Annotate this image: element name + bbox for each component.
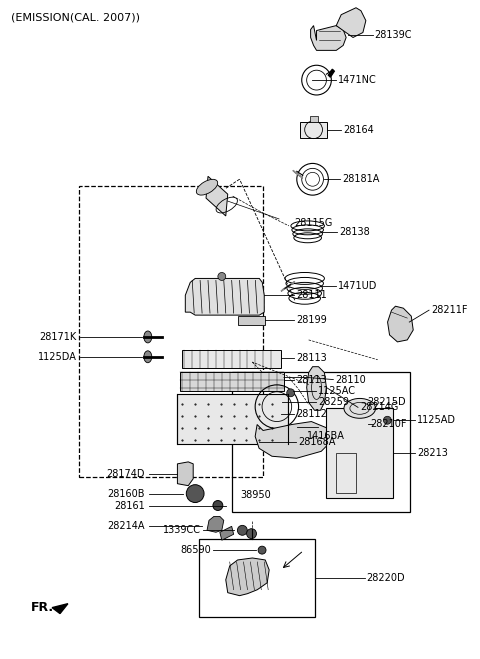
Bar: [180, 372, 284, 391]
Ellipse shape: [258, 546, 266, 554]
Polygon shape: [328, 69, 334, 77]
Bar: [199, 538, 315, 617]
Polygon shape: [341, 409, 375, 441]
Bar: [238, 316, 265, 325]
Bar: [326, 409, 393, 498]
Text: 28161: 28161: [114, 500, 145, 511]
Text: (EMISSION(CAL. 2007)): (EMISSION(CAL. 2007)): [11, 13, 140, 22]
Text: 28210F: 28210F: [370, 419, 406, 429]
Text: 28110: 28110: [336, 374, 366, 385]
Text: 1125AD: 1125AD: [417, 415, 456, 425]
Polygon shape: [387, 306, 413, 342]
Polygon shape: [220, 527, 234, 540]
Text: 1471NC: 1471NC: [338, 75, 377, 85]
Ellipse shape: [186, 484, 204, 503]
Ellipse shape: [196, 179, 218, 195]
Text: 28215D: 28215D: [368, 397, 406, 407]
Ellipse shape: [218, 272, 226, 281]
Polygon shape: [293, 171, 303, 179]
Ellipse shape: [287, 389, 295, 397]
Bar: [336, 453, 356, 493]
Text: FR.: FR.: [30, 601, 54, 614]
Bar: [79, 186, 263, 476]
Ellipse shape: [213, 501, 223, 511]
Text: 1416BA: 1416BA: [306, 432, 344, 442]
Text: 28199: 28199: [296, 315, 326, 325]
Text: 28214G: 28214G: [360, 403, 398, 413]
Polygon shape: [307, 366, 326, 411]
Polygon shape: [178, 462, 193, 486]
Text: 28213: 28213: [417, 448, 448, 458]
Polygon shape: [311, 26, 346, 50]
Text: 28168A: 28168A: [298, 437, 335, 447]
Text: 28181A: 28181A: [342, 174, 380, 185]
Text: 38950: 38950: [240, 490, 271, 500]
Polygon shape: [226, 558, 269, 596]
Text: 28171K: 28171K: [39, 332, 77, 342]
Text: 28111: 28111: [296, 291, 326, 301]
Bar: [178, 395, 288, 444]
Polygon shape: [207, 517, 224, 532]
Text: 1125DA: 1125DA: [38, 352, 77, 362]
Polygon shape: [281, 281, 295, 291]
Text: 1339CC: 1339CC: [163, 525, 201, 535]
Ellipse shape: [144, 331, 152, 343]
Text: 28211F: 28211F: [431, 305, 468, 315]
Polygon shape: [255, 422, 331, 458]
Text: 1125AC: 1125AC: [318, 386, 356, 396]
Text: 1471UD: 1471UD: [338, 281, 378, 291]
Ellipse shape: [247, 529, 256, 538]
Text: 28115G: 28115G: [294, 218, 332, 228]
Text: 28164: 28164: [343, 125, 374, 134]
Text: 28113: 28113: [296, 353, 326, 362]
Text: 28160B: 28160B: [108, 488, 145, 499]
Ellipse shape: [144, 351, 152, 362]
Bar: [232, 372, 410, 513]
Polygon shape: [336, 8, 366, 38]
Bar: [300, 122, 327, 138]
Text: 28112: 28112: [296, 409, 327, 419]
Ellipse shape: [344, 399, 375, 418]
Text: 28113: 28113: [296, 374, 326, 385]
Text: 28220D: 28220D: [367, 573, 405, 583]
Text: 86590: 86590: [180, 545, 211, 555]
Text: 28214A: 28214A: [108, 521, 145, 531]
Bar: [310, 116, 318, 122]
Text: 28174D: 28174D: [107, 469, 145, 479]
Text: 28139C: 28139C: [375, 30, 412, 40]
Polygon shape: [185, 279, 264, 315]
Bar: [182, 350, 281, 368]
Ellipse shape: [384, 416, 391, 424]
Ellipse shape: [238, 525, 247, 535]
Polygon shape: [52, 604, 68, 614]
Text: 28259: 28259: [318, 397, 349, 407]
Text: 28138: 28138: [339, 227, 370, 237]
Polygon shape: [206, 177, 228, 216]
